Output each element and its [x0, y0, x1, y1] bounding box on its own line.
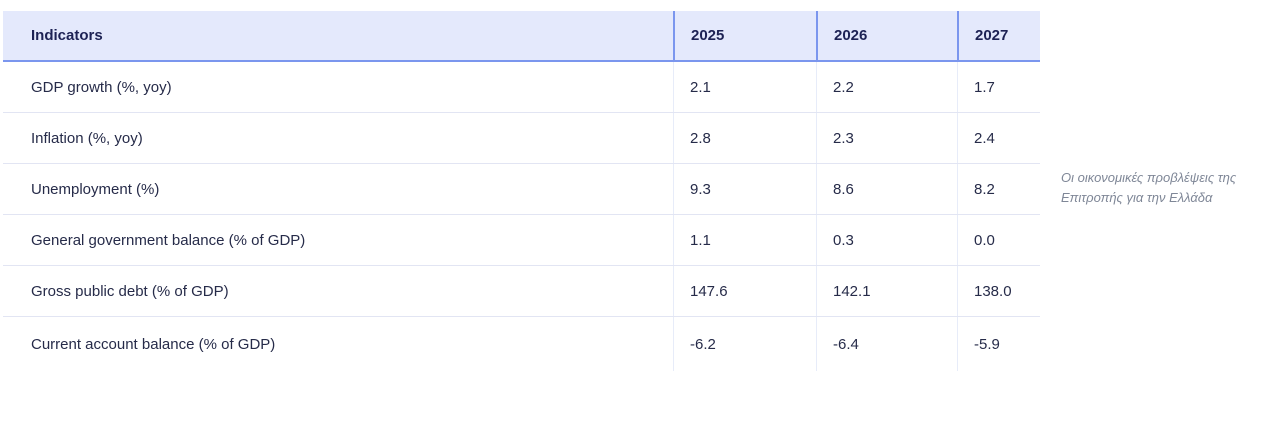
value-cell: 2.8 — [673, 113, 816, 163]
value-2027: -5.9 — [974, 335, 1000, 353]
row-label-cell: Current account balance (% of GDP) — [3, 317, 673, 371]
value-cell: 0.0 — [957, 215, 1040, 265]
indicator-label: General government balance (% of GDP) — [31, 231, 306, 249]
table-row-gdp-growth: GDP growth (%, yoy) 2.1 2.2 1.7 — [3, 62, 1040, 113]
table-row-current-account: Current account balance (% of GDP) -6.2 … — [3, 317, 1040, 371]
table-row-unemployment: Unemployment (%) 9.3 8.6 8.2 — [3, 164, 1040, 215]
value-2025: 2.8 — [690, 129, 711, 147]
value-cell: 8.2 — [957, 164, 1040, 214]
row-label-cell: Inflation (%, yoy) — [3, 113, 673, 163]
table-caption-greek: Οι οικονομικές προβλέψεις της Επιτροπής … — [1061, 170, 1237, 205]
value-2027: 138.0 — [974, 282, 1012, 300]
value-cell: -6.2 — [673, 317, 816, 371]
value-cell: 147.6 — [673, 266, 816, 316]
value-2025: 1.1 — [690, 231, 711, 249]
header-cell-year-2026: 2026 — [816, 11, 957, 60]
header-cell-year-2027: 2027 — [957, 11, 1040, 60]
value-2025: -6.2 — [690, 335, 716, 353]
value-cell: 8.6 — [816, 164, 957, 214]
value-cell: 2.4 — [957, 113, 1040, 163]
header-indicators-label: Indicators — [31, 27, 103, 44]
value-cell: 2.1 — [673, 62, 816, 112]
header-year-label: 2025 — [691, 27, 725, 44]
value-cell: -5.9 — [957, 317, 1040, 371]
value-cell: 2.3 — [816, 113, 957, 163]
value-cell: -6.4 — [816, 317, 957, 371]
header-cell-year-2025: 2025 — [673, 11, 816, 60]
value-cell: 2.2 — [816, 62, 957, 112]
row-label-cell: GDP growth (%, yoy) — [3, 62, 673, 112]
value-2027: 0.0 — [974, 231, 995, 249]
indicator-label: Current account balance (% of GDP) — [31, 335, 276, 353]
value-2027: 1.7 — [974, 78, 995, 96]
value-2027: 8.2 — [974, 180, 995, 198]
header-year-label: 2026 — [834, 27, 868, 44]
indicator-label: Gross public debt (% of GDP) — [31, 282, 229, 300]
value-2025: 147.6 — [690, 282, 728, 300]
value-2026: 2.3 — [833, 129, 854, 147]
value-2026: -6.4 — [833, 335, 859, 353]
value-2026: 8.6 — [833, 180, 854, 198]
row-label-cell: General government balance (% of GDP) — [3, 215, 673, 265]
value-2027: 2.4 — [974, 129, 995, 147]
row-label-cell: Gross public debt (% of GDP) — [3, 266, 673, 316]
value-cell: 138.0 — [957, 266, 1040, 316]
row-label-cell: Unemployment (%) — [3, 164, 673, 214]
table-row-public-debt: Gross public debt (% of GDP) 147.6 142.1… — [3, 266, 1040, 317]
forecast-table: Indicators 2025 2026 2027 GDP growth (%,… — [3, 11, 1040, 371]
value-cell: 0.3 — [816, 215, 957, 265]
indicator-label: Unemployment (%) — [31, 180, 160, 198]
value-2026: 2.2 — [833, 78, 854, 96]
value-2025: 2.1 — [690, 78, 711, 96]
value-cell: 9.3 — [673, 164, 816, 214]
value-2026: 0.3 — [833, 231, 854, 249]
value-cell: 1.7 — [957, 62, 1040, 112]
header-cell-indicators: Indicators — [3, 11, 673, 60]
value-2025: 9.3 — [690, 180, 711, 198]
value-2026: 142.1 — [833, 282, 871, 300]
value-cell: 142.1 — [816, 266, 957, 316]
table-header-row: Indicators 2025 2026 2027 — [3, 11, 1040, 62]
header-year-label: 2027 — [975, 27, 1009, 44]
indicator-label: GDP growth (%, yoy) — [31, 78, 172, 96]
table-row-government-balance: General government balance (% of GDP) 1.… — [3, 215, 1040, 266]
indicator-label: Inflation (%, yoy) — [31, 129, 143, 147]
table-row-inflation: Inflation (%, yoy) 2.8 2.3 2.4 — [3, 113, 1040, 164]
value-cell: 1.1 — [673, 215, 816, 265]
